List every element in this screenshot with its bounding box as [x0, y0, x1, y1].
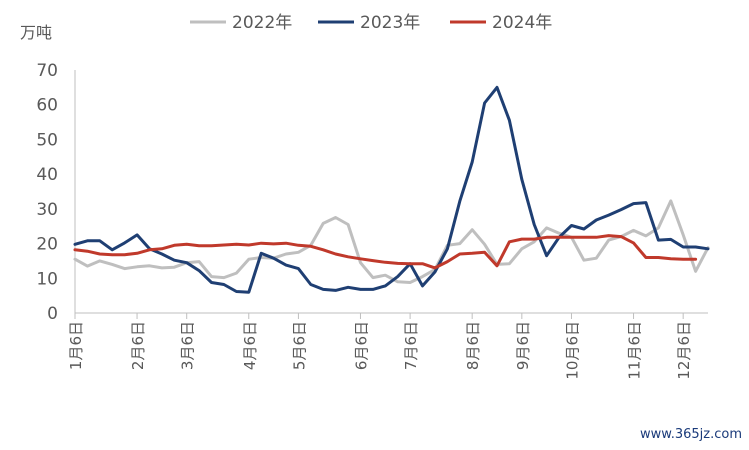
- y-tick-label: 70: [36, 61, 58, 81]
- y-tick-label: 0: [47, 304, 58, 324]
- x-tick-label: 1月6日: [67, 321, 85, 370]
- y-tick-label: 60: [36, 96, 58, 116]
- y-tick-label: 50: [36, 130, 58, 150]
- series-line: [73, 234, 698, 270]
- x-tick-label: 11月6日: [626, 321, 644, 380]
- x-tick-label: 2月6日: [129, 321, 147, 370]
- x-axis-ticks: 1月6日 2月6日 3月6日 4月6日 5月6日 6月6日 7月6日 8月6日 9月6日 10月6…: [67, 313, 693, 380]
- series-line: [73, 85, 710, 294]
- x-tick-label: 3月6日: [179, 321, 197, 370]
- y-tick-label: 40: [36, 165, 58, 185]
- axes: [74, 70, 708, 314]
- x-tick-label: 12月6日: [675, 321, 693, 380]
- x-tick-label: 5月6日: [290, 321, 308, 370]
- x-tick-label: 9月6日: [514, 321, 532, 370]
- legend-label: 2024年: [492, 13, 552, 33]
- y-tick-label: 30: [36, 200, 58, 220]
- legend-label: 2023年: [360, 13, 420, 33]
- watermark: www.365jz.com: [640, 427, 742, 442]
- y-unit-label: 万吨: [20, 23, 52, 42]
- y-axis-ticks: 0 10 20 30 40 50 60 70: [36, 61, 58, 324]
- x-tick-label: 7月6日: [402, 321, 420, 370]
- legend-label: 2022年: [232, 13, 292, 33]
- x-tick-label: 6月6日: [352, 321, 370, 370]
- legend: 2022年 2023年 2024年: [190, 13, 552, 33]
- series-lines: [73, 85, 710, 294]
- y-tick-label: 10: [36, 269, 58, 289]
- x-tick-label: 4月6日: [241, 321, 259, 370]
- y-tick-label: 20: [36, 235, 58, 255]
- x-tick-label: 10月6日: [563, 321, 581, 380]
- series-line: [73, 199, 710, 284]
- x-tick-label: 8月6日: [464, 321, 482, 370]
